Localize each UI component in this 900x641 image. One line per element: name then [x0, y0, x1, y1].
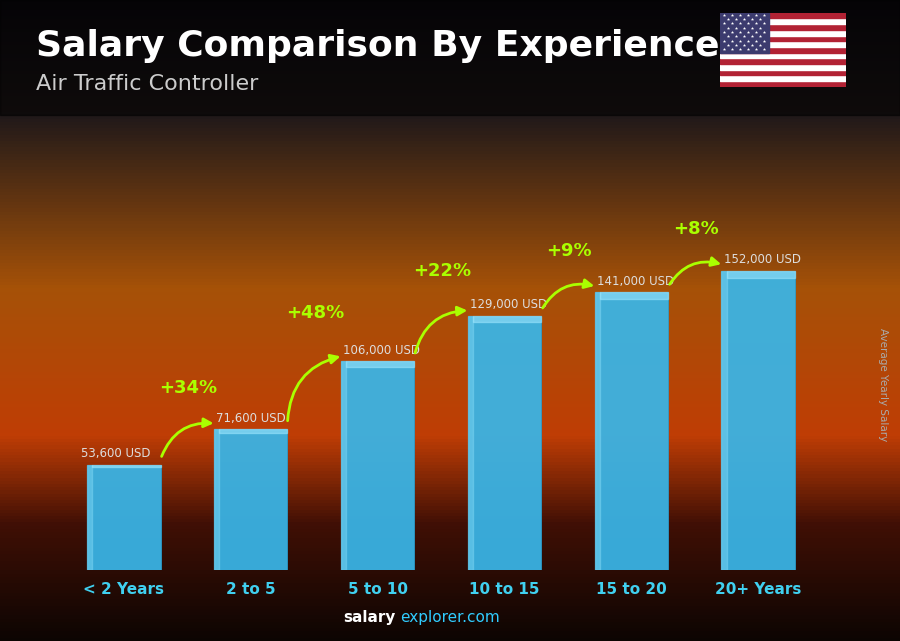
Bar	[468, 316, 541, 570]
Bar	[92, 465, 160, 467]
Text: Air Traffic Controller: Air Traffic Controller	[36, 74, 258, 94]
Bar	[720, 30, 846, 35]
Bar	[341, 362, 346, 570]
Text: +8%: +8%	[673, 220, 719, 238]
Text: 152,000 USD: 152,000 USD	[724, 253, 801, 266]
Bar	[214, 429, 219, 570]
Text: +22%: +22%	[413, 262, 472, 280]
Bar	[599, 292, 668, 299]
Bar	[722, 271, 795, 570]
Bar	[595, 292, 668, 570]
Bar	[346, 362, 414, 367]
Bar	[720, 64, 846, 69]
Bar	[720, 41, 846, 47]
Bar	[87, 465, 92, 570]
Bar	[214, 429, 287, 570]
Text: salary: salary	[344, 610, 396, 625]
Bar	[722, 271, 726, 570]
Bar	[0, 0, 900, 115]
Bar	[720, 35, 846, 41]
Bar	[720, 47, 846, 53]
Text: Salary Comparison By Experience: Salary Comparison By Experience	[36, 29, 719, 63]
Bar	[468, 316, 472, 570]
Text: 129,000 USD: 129,000 USD	[470, 299, 547, 312]
Bar	[720, 13, 846, 19]
Bar	[720, 19, 846, 24]
Bar	[720, 75, 846, 81]
Bar	[341, 362, 414, 570]
Bar	[720, 58, 846, 64]
Bar	[720, 81, 846, 87]
Text: 141,000 USD: 141,000 USD	[597, 275, 674, 288]
Bar	[219, 429, 287, 433]
Text: 106,000 USD: 106,000 USD	[343, 344, 420, 357]
Text: 71,600 USD: 71,600 USD	[216, 412, 286, 424]
Text: +48%: +48%	[286, 304, 345, 322]
Text: explorer.com: explorer.com	[400, 610, 500, 625]
Bar	[595, 292, 599, 570]
Text: Average Yearly Salary: Average Yearly Salary	[878, 328, 887, 441]
Bar	[87, 465, 160, 570]
Text: 53,600 USD: 53,600 USD	[81, 447, 150, 460]
Text: +9%: +9%	[546, 242, 592, 260]
Bar	[720, 13, 769, 53]
Bar	[472, 316, 541, 322]
Text: +34%: +34%	[159, 379, 218, 397]
Bar	[726, 271, 795, 278]
Bar	[720, 53, 846, 58]
Bar	[720, 69, 846, 75]
Bar	[720, 24, 846, 30]
